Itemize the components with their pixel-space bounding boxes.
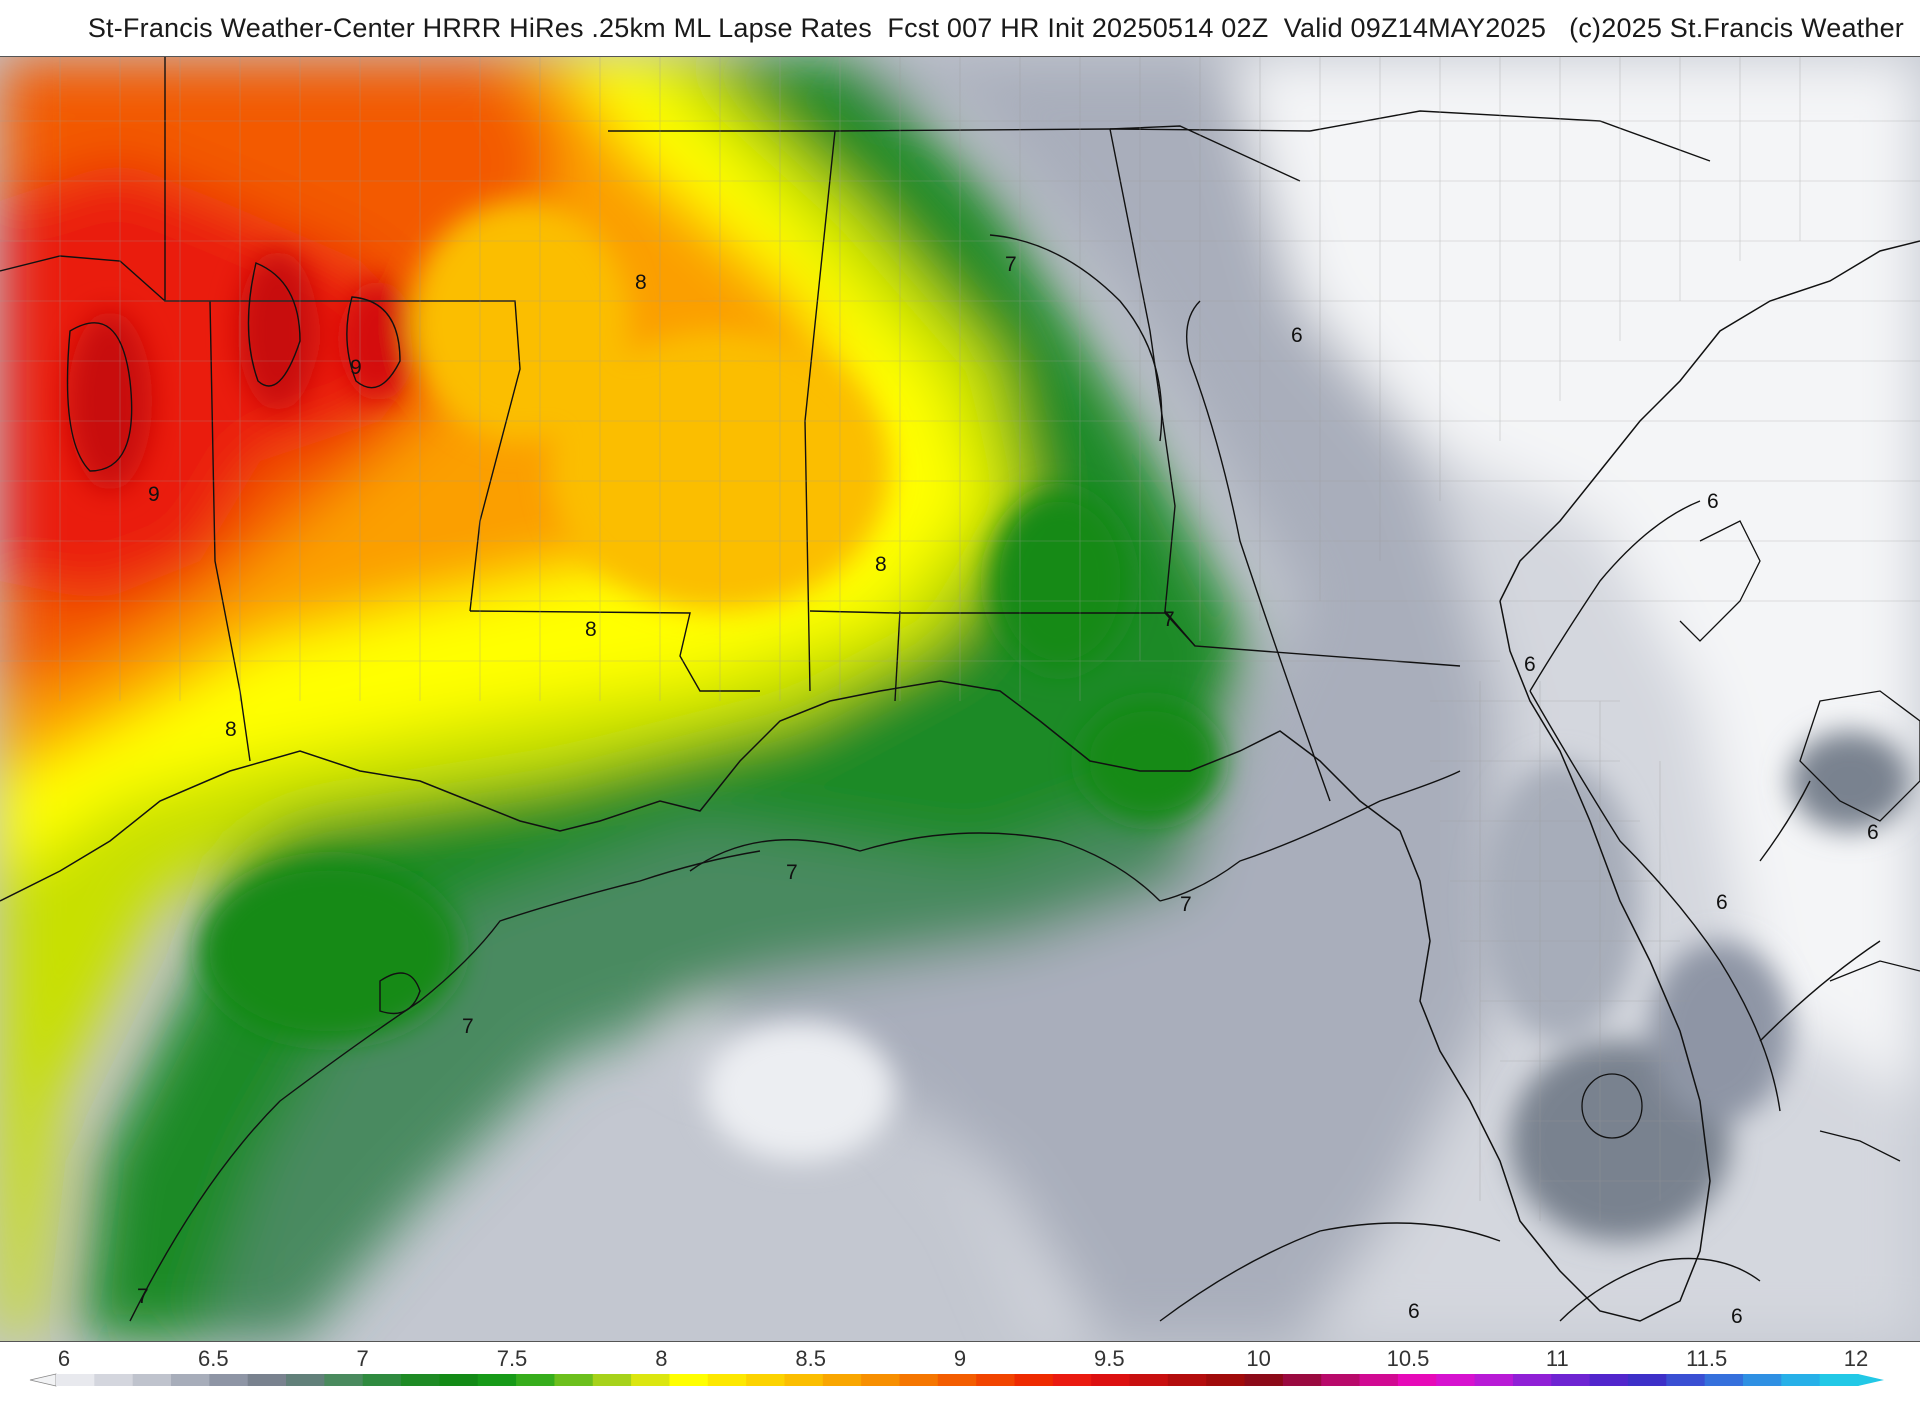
colorbar-swatch (1397, 1374, 1437, 1386)
colorbar-swatch (1474, 1374, 1514, 1386)
colorbar-swatch (324, 1374, 364, 1386)
colorbar-swatch (1781, 1374, 1821, 1386)
contour-label: 8 (225, 718, 237, 741)
contour-label: 8 (585, 618, 597, 641)
colorbar-swatch (937, 1374, 977, 1386)
colorbar-swatch (132, 1374, 172, 1386)
colorbar-tick-label: 12 (1843, 1346, 1869, 1371)
colorbar-tick-label: 8 (655, 1346, 668, 1371)
colorbar-swatch (631, 1374, 671, 1386)
colorbar-swatch (861, 1374, 901, 1386)
contour-label: 6 (1707, 490, 1719, 513)
colorbar-swatch (516, 1374, 556, 1386)
colorbar-swatch (554, 1374, 594, 1386)
colorbar-swatch (1206, 1374, 1246, 1386)
colorbar-swatch (1359, 1374, 1399, 1386)
lapse-rate-map: 9 9 8 8 8 8 7 7 7 7 7 7 6 6 6 6 6 6 6 (0, 56, 1920, 1342)
islands (1581, 520, 1920, 1162)
coastlines (0, 240, 1920, 1322)
contour-label: 7 (1163, 608, 1175, 631)
colorbar-swatch (171, 1374, 210, 1386)
colorbar-tick-label: 8.5 (795, 1346, 826, 1371)
colorbar-swatch (899, 1374, 939, 1386)
colorbar-tick-label: 7 (356, 1346, 369, 1371)
colorbar-swatch (286, 1374, 325, 1386)
contour-label: 6 (1867, 821, 1879, 844)
colorbar-swatch (669, 1374, 709, 1386)
colorbar-swatch (1589, 1374, 1629, 1386)
colorbar-tick-label: 10.5 (1386, 1346, 1430, 1371)
colorbar-swatch (1129, 1374, 1169, 1386)
colorbar-swatch (1666, 1374, 1706, 1386)
colorbar-swatch (56, 1374, 95, 1386)
colorbar-swatch (247, 1374, 287, 1386)
colorbar-swatch (401, 1374, 440, 1386)
colorbar-swatch (1167, 1374, 1207, 1386)
colorbar-swatch (1551, 1374, 1591, 1386)
colorbar-swatch (592, 1374, 632, 1386)
contour-label: 6 (1524, 653, 1536, 676)
colorbar-swatch (362, 1374, 402, 1386)
contour-label: 9 (148, 483, 160, 506)
colorbar-right-arrow (1858, 1374, 1884, 1386)
colorbar-swatch (1742, 1374, 1782, 1386)
colorbar-swatch (1436, 1374, 1476, 1386)
colorbar-tick-label: 10 (1246, 1346, 1271, 1371)
colorbar-swatch (822, 1374, 862, 1386)
contour-label: 8 (635, 271, 647, 294)
colorbar-tick-label: 9 (953, 1346, 967, 1371)
colorbar-swatch (1819, 1374, 1859, 1386)
colorbar-swatch (1704, 1374, 1744, 1386)
colorbar (0, 1342, 1920, 1400)
colorbar-tick-label: 11 (1545, 1346, 1569, 1371)
contour-label: 7 (462, 1015, 474, 1038)
contour-label: 6 (1408, 1300, 1420, 1323)
colorbar-left-arrow (29, 1373, 57, 1387)
colorbar-swatch (1321, 1374, 1361, 1386)
colorbar-tick-label: 11.5 (1686, 1346, 1728, 1371)
contour-label: 9 (350, 356, 362, 379)
colorbar-swatch (1052, 1374, 1092, 1386)
colorbar-swatch (94, 1374, 134, 1386)
contour-label: 7 (137, 1285, 149, 1308)
colorbar-tick-label: 9.5 (1094, 1346, 1125, 1371)
contour-lines (66, 234, 1881, 1322)
colorbar-swatch (1282, 1374, 1322, 1386)
colorbar-swatch (1091, 1374, 1131, 1386)
contour-label: 6 (1716, 891, 1728, 914)
colorbar-swatch (1014, 1374, 1054, 1386)
colorbar-swatch (209, 1374, 249, 1386)
colorbar-swatch (1244, 1374, 1284, 1386)
colorbar-swatch (1627, 1374, 1667, 1386)
contour-label: 8 (875, 553, 887, 576)
colorbar-tick-label: 6 (57, 1346, 71, 1371)
colorbar-tick-label: 6.5 (198, 1346, 229, 1371)
colorbar-swatch (1512, 1374, 1552, 1386)
colorbar-swatch (477, 1374, 517, 1386)
contour-label: 7 (1180, 893, 1192, 916)
contour-label: 6 (1731, 1305, 1743, 1328)
contour-labels: 9 9 8 8 8 8 7 7 7 7 7 7 6 6 6 6 6 6 6 (137, 253, 1879, 1328)
colorbar-swatch (707, 1374, 747, 1386)
colorbar-tick-label: 7.5 (496, 1346, 528, 1371)
contour-label: 6 (1291, 324, 1303, 347)
colorbar-swatch (746, 1374, 786, 1386)
county-lines (0, 57, 1920, 1221)
colorbar-swatch (439, 1374, 479, 1386)
contour-label: 7 (1005, 253, 1017, 276)
contour-label: 7 (786, 861, 798, 884)
colorbar-swatch (976, 1374, 1016, 1386)
map-title: St-Francis Weather-Center HRRR HiRes .25… (87, 12, 1904, 43)
colorbar-swatch (784, 1374, 824, 1386)
